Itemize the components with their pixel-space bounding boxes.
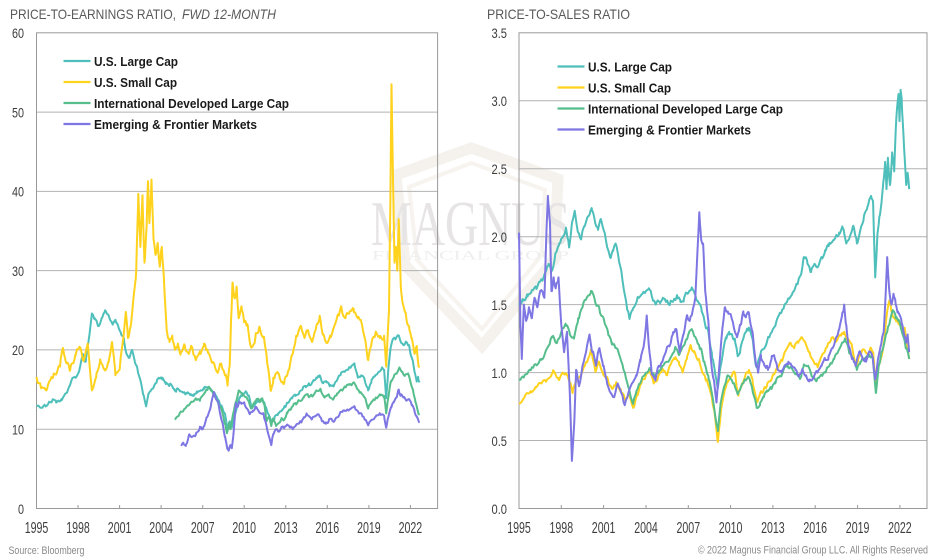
svg-text:2016: 2016 xyxy=(803,520,827,537)
svg-text:50: 50 xyxy=(12,104,24,120)
svg-text:Source: Bloomberg: Source: Bloomberg xyxy=(9,545,85,557)
svg-text:60: 60 xyxy=(12,25,24,41)
svg-text:2.5: 2.5 xyxy=(492,161,508,177)
svg-text:Emerging & Frontier Markets: Emerging & Frontier Markets xyxy=(94,117,257,132)
svg-text:1995: 1995 xyxy=(507,520,531,537)
svg-text:2022: 2022 xyxy=(399,520,423,537)
svg-text:40: 40 xyxy=(12,184,24,200)
svg-text:International Developed Large: International Developed Large Cap xyxy=(588,101,783,116)
svg-text:0: 0 xyxy=(18,501,24,517)
svg-text:1998: 1998 xyxy=(550,520,574,537)
svg-text:2004: 2004 xyxy=(634,520,658,537)
svg-text:2004: 2004 xyxy=(149,520,173,537)
svg-text:1998: 1998 xyxy=(66,520,90,537)
svg-text:1.5: 1.5 xyxy=(492,297,508,313)
svg-text:2.0: 2.0 xyxy=(492,229,508,245)
svg-text:PRICE-TO-EARNINGS RATIO,: PRICE-TO-EARNINGS RATIO, xyxy=(10,6,176,22)
svg-text:2013: 2013 xyxy=(761,520,785,537)
svg-text:2010: 2010 xyxy=(719,520,743,537)
svg-text:U.S. Large Cap: U.S. Large Cap xyxy=(588,59,672,74)
svg-text:2001: 2001 xyxy=(108,520,132,537)
svg-text:3.0: 3.0 xyxy=(492,93,508,109)
svg-text:U.S. Small Cap: U.S. Small Cap xyxy=(588,80,671,95)
svg-text:Emerging & Frontier Markets: Emerging & Frontier Markets xyxy=(588,122,751,137)
svg-text:PRICE-TO-SALES RATIO: PRICE-TO-SALES RATIO xyxy=(487,6,630,22)
svg-text:U.S. Small Cap: U.S. Small Cap xyxy=(94,75,177,90)
svg-text:International Developed Large: International Developed Large Cap xyxy=(94,96,289,111)
svg-text:10: 10 xyxy=(12,422,24,438)
svg-text:2013: 2013 xyxy=(274,520,298,537)
svg-text:0.0: 0.0 xyxy=(492,501,508,517)
svg-text:30: 30 xyxy=(12,263,24,279)
svg-text:1.0: 1.0 xyxy=(492,365,508,381)
svg-text:20: 20 xyxy=(12,342,24,358)
svg-text:1995: 1995 xyxy=(25,520,49,537)
svg-text:MAGNUS: MAGNUS xyxy=(371,189,570,259)
svg-text:2019: 2019 xyxy=(846,520,870,537)
svg-text:2016: 2016 xyxy=(316,520,340,537)
svg-text:2010: 2010 xyxy=(232,520,256,537)
svg-text:2007: 2007 xyxy=(677,520,701,537)
svg-text:3.5: 3.5 xyxy=(492,25,508,41)
svg-text:2001: 2001 xyxy=(592,520,616,537)
svg-text:2019: 2019 xyxy=(357,520,381,537)
svg-text:FWD 12-MONTH: FWD 12-MONTH xyxy=(182,6,277,22)
svg-text:0.5: 0.5 xyxy=(492,433,508,449)
svg-text:2007: 2007 xyxy=(191,520,215,537)
svg-text:2022: 2022 xyxy=(888,520,912,537)
svg-text:© 2022 Magnus Financial Group: © 2022 Magnus Financial Group LLC. All R… xyxy=(698,545,928,557)
svg-text:U.S. Large Cap: U.S. Large Cap xyxy=(94,54,178,69)
svg-text:FINANCIAL GROUP: FINANCIAL GROUP xyxy=(372,248,569,263)
